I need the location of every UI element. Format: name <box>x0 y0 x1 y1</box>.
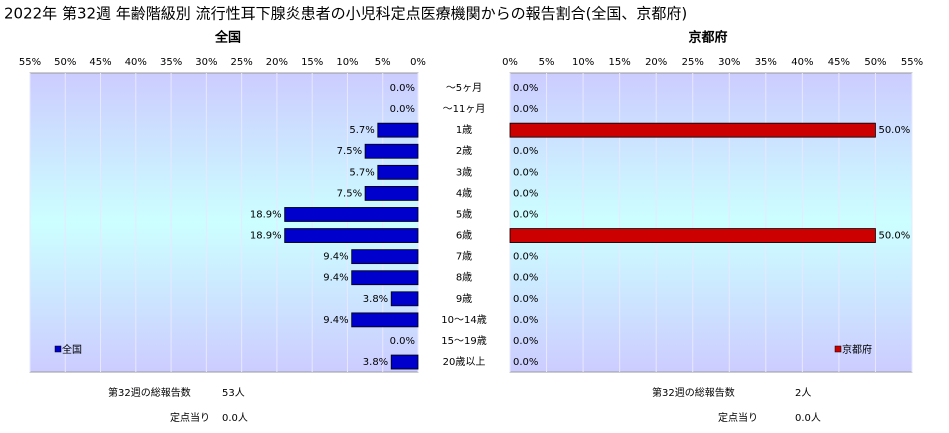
value-label: 9.4% <box>323 315 348 326</box>
value-label: 0.0% <box>513 294 538 305</box>
bar <box>377 122 419 138</box>
summary-value: 2人 <box>795 387 811 399</box>
value-label: 0.0% <box>513 167 538 178</box>
value-label: 7.5% <box>337 146 362 157</box>
summary-value: 53人 <box>222 387 245 399</box>
value-label: 0.0% <box>513 252 538 263</box>
x-tick-label: 35% <box>160 57 182 68</box>
value-label: 18.9% <box>250 231 282 242</box>
value-label: 0.0% <box>513 273 538 284</box>
x-tick-label: 0% <box>502 57 518 68</box>
x-tick-label: 50% <box>54 57 76 68</box>
value-label: 0.0% <box>513 188 538 199</box>
bar <box>351 312 419 328</box>
bar <box>509 228 876 243</box>
value-label: 0.0% <box>390 336 415 347</box>
x-tick-label: 55% <box>19 57 41 68</box>
value-label: 7.5% <box>337 188 362 199</box>
x-tick-label: 20% <box>266 57 288 68</box>
bar <box>364 143 419 159</box>
panel-title: 全国 <box>214 30 241 46</box>
x-tick-label: 55% <box>901 57 923 68</box>
x-tick-label: 10% <box>572 57 594 68</box>
value-label: 18.9% <box>250 209 282 220</box>
value-label: 0.0% <box>390 104 415 115</box>
legend-swatch <box>54 345 62 353</box>
plot-area <box>509 72 913 373</box>
value-label: 0.0% <box>513 83 538 94</box>
category-label: 4歳 <box>456 187 472 199</box>
x-tick-label: 50% <box>864 57 886 68</box>
panel-title: 京都府 <box>688 30 727 46</box>
category-label: 10～14歳 <box>441 314 486 326</box>
bar <box>284 207 419 222</box>
category-label: 8歳 <box>456 272 472 284</box>
x-tick-label: 25% <box>231 57 253 68</box>
x-tick-label: 25% <box>682 57 704 68</box>
summary-label: 第32週の総報告数 <box>652 386 735 399</box>
category-label: 9歳 <box>456 293 472 305</box>
bar <box>284 228 419 243</box>
category-label: ～5ヶ月 <box>446 82 482 94</box>
bar <box>390 354 419 370</box>
category-label: 6歳 <box>456 230 472 242</box>
value-label: 5.7% <box>349 125 374 136</box>
x-tick-label: 40% <box>791 57 813 68</box>
x-tick-label: 10% <box>336 57 358 68</box>
value-label: 5.7% <box>349 167 374 178</box>
value-label: 3.8% <box>363 294 388 305</box>
category-label: 7歳 <box>456 251 472 263</box>
x-tick-label: 45% <box>89 57 111 68</box>
summary-value: 0.0人 <box>795 412 821 424</box>
value-label: 0.0% <box>390 83 415 94</box>
bar <box>509 122 876 138</box>
x-tick-label: 20% <box>645 57 667 68</box>
x-tick-label: 15% <box>301 57 323 68</box>
x-tick-label: 30% <box>718 57 740 68</box>
summary-value: 0.0人 <box>222 412 248 424</box>
value-label: 0.0% <box>513 357 538 368</box>
legend-label: 京都府 <box>842 343 872 356</box>
category-label: 1歳 <box>456 124 472 136</box>
x-tick-label: 40% <box>125 57 147 68</box>
value-label: 50.0% <box>878 125 910 136</box>
legend-label: 全国 <box>62 343 82 356</box>
bar <box>364 185 419 201</box>
x-tick-label: 30% <box>195 57 217 68</box>
x-tick-label: 15% <box>609 57 631 68</box>
category-label: ～11ヶ月 <box>443 103 486 115</box>
category-label: 3歳 <box>456 166 472 178</box>
chart-title: 2022年 第32週 年齢階級別 流行性耳下腺炎患者の小児科定点医療機関からの報… <box>4 5 687 23</box>
x-tick-label: 35% <box>755 57 777 68</box>
value-label: 3.8% <box>363 357 388 368</box>
category-label: 5歳 <box>456 208 472 220</box>
x-tick-label: 45% <box>828 57 850 68</box>
bar <box>351 270 419 286</box>
summary-label: 定点当り <box>170 411 210 424</box>
category-label: 2歳 <box>456 145 472 157</box>
x-tick-label: 5% <box>375 57 391 68</box>
category-label: 15～19歳 <box>441 335 486 347</box>
value-label: 0.0% <box>513 315 538 326</box>
summary-label: 第32週の総報告数 <box>108 386 191 399</box>
legend-swatch <box>834 345 842 353</box>
x-tick-label: 5% <box>539 57 555 68</box>
bar <box>377 164 419 180</box>
bar <box>351 249 419 265</box>
value-label: 50.0% <box>878 231 910 242</box>
value-label: 0.0% <box>513 104 538 115</box>
bar <box>390 291 419 307</box>
x-tick-label: 0% <box>410 57 426 68</box>
summary-label: 定点当り <box>718 411 758 424</box>
value-label: 9.4% <box>323 252 348 263</box>
category-label: 20歳以上 <box>443 356 486 368</box>
value-label: 0.0% <box>513 336 538 347</box>
value-label: 0.0% <box>513 209 538 220</box>
value-label: 9.4% <box>323 273 348 284</box>
value-label: 0.0% <box>513 146 538 157</box>
